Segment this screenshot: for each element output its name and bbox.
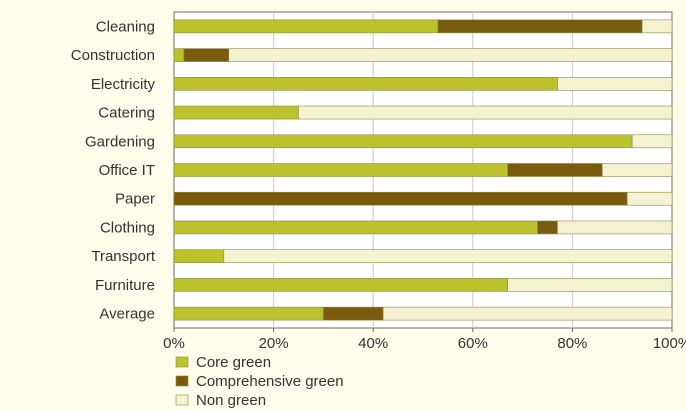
bar-segment — [173, 163, 508, 177]
bar-segment — [173, 134, 633, 149]
bar-segment — [507, 163, 603, 177]
category-label: Average — [99, 306, 155, 323]
bar-segment — [173, 77, 558, 91]
bar-segment — [183, 48, 230, 62]
x-tick-label: 0% — [163, 335, 185, 352]
category-label: Cleaning — [96, 18, 155, 35]
bar-segment — [641, 19, 673, 34]
bar-segment — [223, 249, 673, 263]
category-label: Catering — [98, 105, 155, 122]
bar-segment — [173, 306, 324, 321]
legend: Core green Comprehensive green Non green — [175, 354, 344, 409]
category-label: Clothing — [100, 219, 155, 236]
bar-segment — [173, 220, 538, 235]
x-tick-label: 60% — [458, 335, 488, 352]
bar-segment — [601, 163, 673, 177]
bar-segment — [557, 77, 673, 91]
bar-segment — [507, 278, 673, 292]
bar-segment — [173, 105, 299, 120]
x-axis-ticks: 0% 20% 40% 60% 80% 100% — [163, 328, 686, 352]
bar-segment — [323, 306, 384, 321]
category-label: Construction — [71, 47, 155, 64]
x-tick-label: 80% — [557, 335, 587, 352]
bar-segment — [626, 191, 673, 206]
bar-segment — [298, 105, 673, 120]
category-label: Electricity — [91, 76, 156, 93]
x-tick-label: 40% — [358, 335, 388, 352]
category-label: Gardening — [85, 133, 155, 150]
bar-segment — [228, 48, 673, 62]
bar-segment — [173, 278, 508, 292]
legend-swatch — [175, 375, 189, 387]
category-label: Paper — [115, 191, 155, 208]
bars — [173, 19, 673, 321]
bar-segment — [537, 220, 558, 235]
bar-segment — [173, 19, 439, 34]
legend-label: Non green — [196, 392, 266, 409]
category-label: Transport — [91, 248, 155, 265]
legend-swatch — [175, 394, 189, 406]
x-tick-label: 20% — [259, 335, 289, 352]
bar-segment — [437, 19, 643, 34]
bar-segment — [382, 306, 673, 321]
x-tick-label: 100% — [653, 335, 686, 352]
legend-label: Comprehensive green — [196, 373, 344, 390]
bar-segment — [173, 48, 185, 62]
bar-segment — [173, 249, 225, 263]
category-label: Furniture — [95, 277, 155, 294]
legend-label: Core green — [196, 354, 271, 371]
category-label: Office IT — [99, 162, 155, 179]
bar-segment — [557, 220, 673, 235]
category-labels: Cleaning Construction Electricity Catering G… — [71, 18, 156, 322]
bar-segment — [173, 191, 628, 206]
bar-segment — [631, 134, 673, 149]
legend-swatch — [175, 356, 189, 368]
